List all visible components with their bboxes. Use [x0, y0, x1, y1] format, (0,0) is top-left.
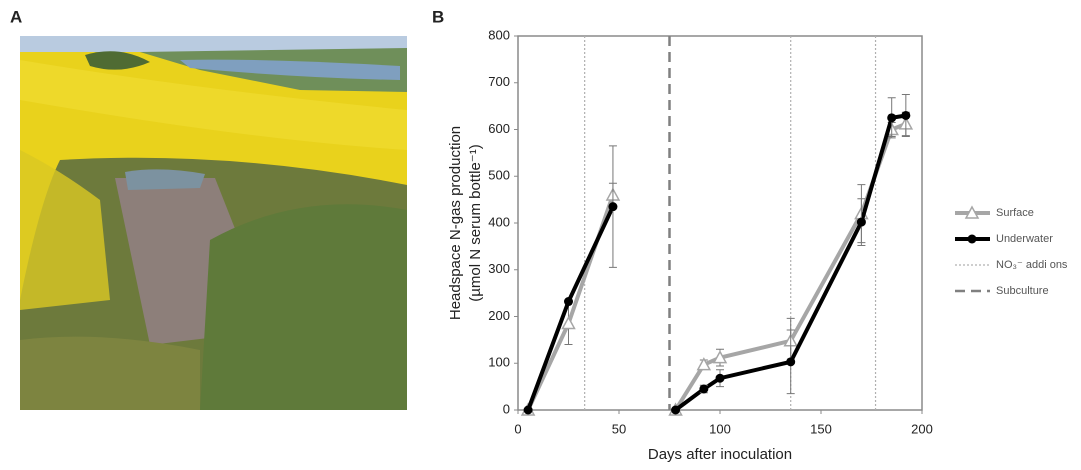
y-tick-label: 600 — [488, 121, 510, 136]
point — [786, 357, 796, 367]
point — [561, 315, 576, 330]
legend-marker — [967, 234, 977, 244]
point — [712, 350, 728, 364]
panel-label: B — [432, 7, 444, 26]
y-tick-label: 200 — [488, 308, 510, 323]
point — [715, 373, 725, 383]
point — [887, 113, 897, 123]
y-axis-label-group: Headspace N-gas production (µmol N serum… — [447, 126, 484, 320]
x-tick-label: 200 — [911, 421, 933, 436]
point — [608, 202, 618, 212]
point — [523, 405, 533, 415]
x-axis-label: Days after inoculation — [648, 446, 792, 463]
x-tick-label: 0 — [514, 421, 521, 436]
y-tick-label: 400 — [488, 214, 510, 229]
y-tick-label: 0 — [503, 401, 510, 416]
y-tick-label: 500 — [488, 168, 510, 183]
panel-label: A — [10, 7, 22, 26]
point — [856, 217, 866, 227]
x-tick-label: 50 — [612, 421, 626, 436]
point — [564, 297, 573, 307]
legend-marker — [964, 205, 980, 219]
y-tick-label: 100 — [488, 355, 510, 370]
legend-label: Subculture — [996, 285, 1049, 297]
point — [671, 405, 681, 415]
y-tick-label: 300 — [488, 261, 510, 276]
y-axis-label: (µmol N serum bottle⁻¹) — [467, 144, 484, 301]
y-tick-label: 700 — [488, 74, 510, 89]
photo — [20, 36, 407, 410]
point — [696, 357, 712, 371]
x-tick-label: 100 — [709, 421, 731, 436]
legend-label: Underwater — [996, 233, 1053, 245]
y-axis-label: Headspace N-gas production — [447, 126, 464, 320]
point — [699, 384, 709, 394]
y-tick-label: 800 — [488, 27, 510, 42]
x-tick-label: 150 — [810, 421, 832, 436]
point — [901, 110, 911, 120]
legend-label: NO₃⁻ addi ons — [996, 259, 1068, 271]
legend-label: Surface — [996, 207, 1034, 219]
